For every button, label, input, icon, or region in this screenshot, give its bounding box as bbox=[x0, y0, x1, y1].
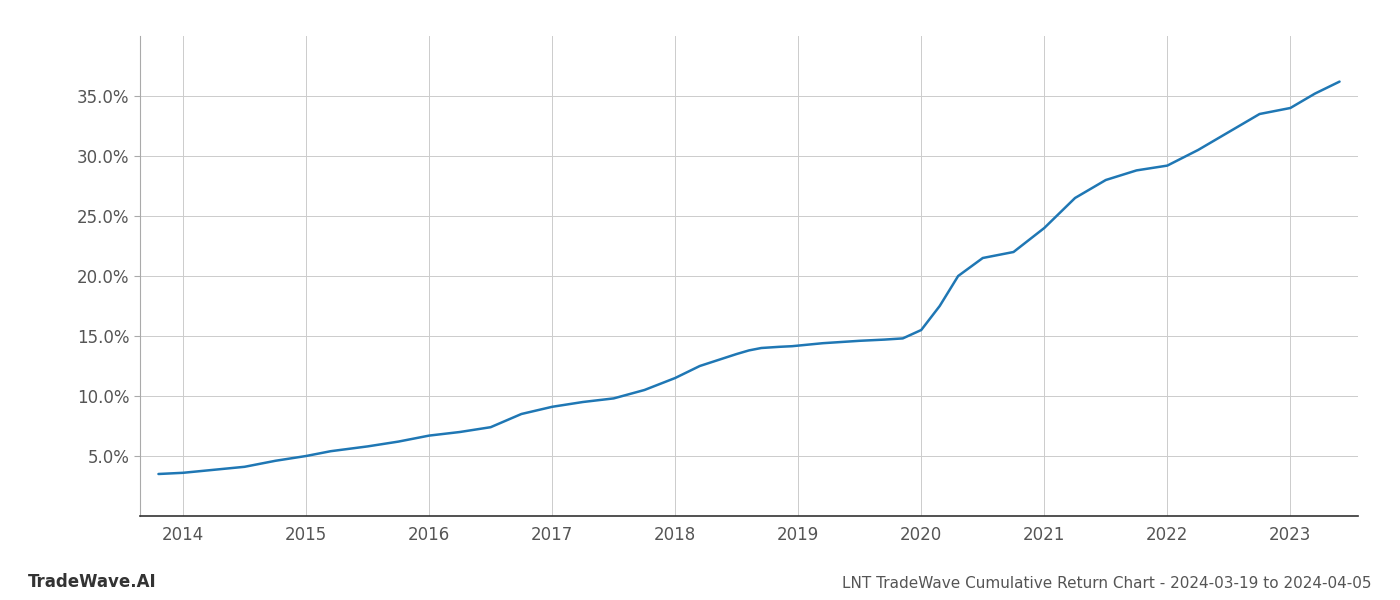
Text: TradeWave.AI: TradeWave.AI bbox=[28, 573, 157, 591]
Text: LNT TradeWave Cumulative Return Chart - 2024-03-19 to 2024-04-05: LNT TradeWave Cumulative Return Chart - … bbox=[843, 576, 1372, 591]
